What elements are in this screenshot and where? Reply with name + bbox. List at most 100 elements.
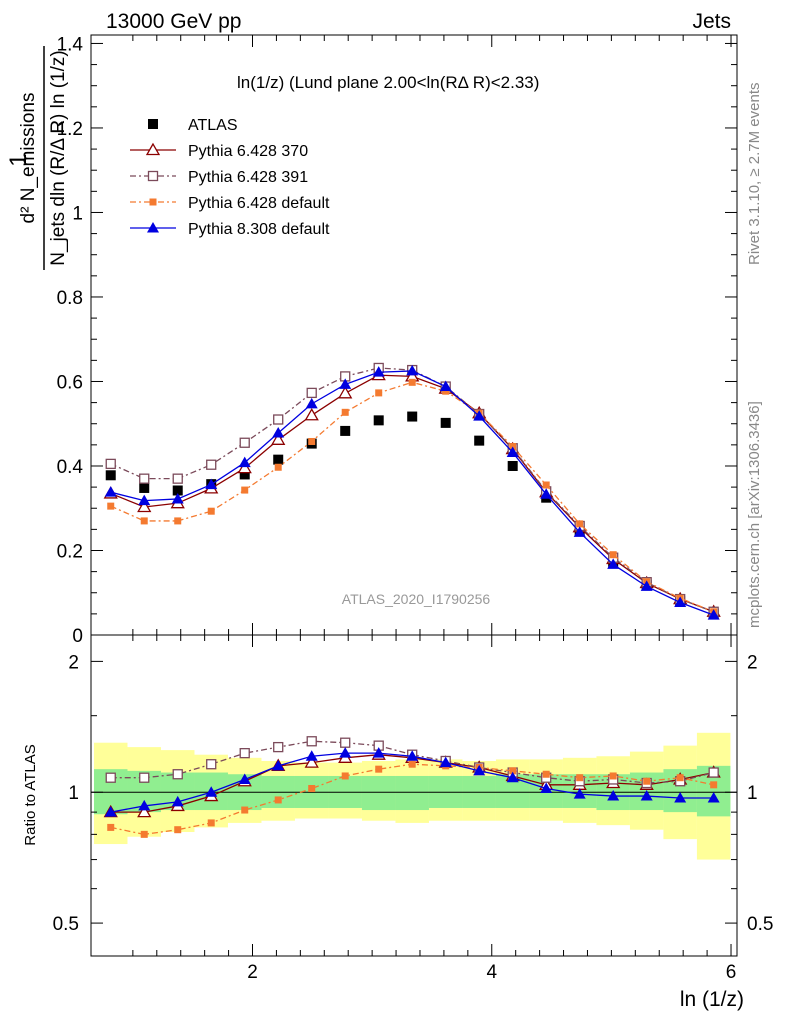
series-point — [375, 389, 383, 397]
ratio-point — [306, 736, 317, 747]
legend-item: Pythia 6.428 default — [130, 195, 330, 212]
series-point — [341, 408, 349, 416]
series-point — [707, 609, 720, 620]
ratio-point — [640, 790, 653, 801]
ratio-y-label: Ratio to ATLAS — [22, 744, 39, 845]
atlas-data-point — [474, 435, 485, 446]
legend-item: Pythia 8.308 default — [130, 221, 330, 238]
series-point — [107, 502, 115, 510]
ratio-pythia-8-308-default — [104, 747, 720, 817]
series-point — [272, 427, 285, 438]
legend-marker — [148, 119, 158, 129]
series-point — [174, 517, 182, 525]
ratio-point — [708, 767, 719, 778]
series-point — [607, 558, 620, 569]
main-y-tick-label: 1.2 — [57, 119, 83, 140]
main-y-tick-label: 0.2 — [57, 541, 83, 562]
main-y-tick-label: 1 — [72, 203, 83, 224]
series-point — [138, 494, 151, 506]
atlas-data-point — [507, 460, 518, 471]
legend-item: Pythia 6.428 370 — [130, 142, 308, 160]
ratio-point — [542, 770, 550, 778]
atlas-data-point — [373, 415, 384, 426]
legend-item: ATLAS — [148, 117, 238, 134]
series-point — [206, 459, 217, 470]
series-line — [110, 367, 714, 613]
ylabel-numerator: d² N_emissions — [18, 93, 39, 224]
series-atlas — [105, 411, 719, 619]
ratio-point — [643, 777, 651, 785]
series-point — [239, 437, 250, 448]
ratio-point — [473, 764, 486, 776]
header-left: 13000 GeV pp — [106, 10, 241, 33]
series-point — [442, 387, 450, 395]
x-tick-label: 2 — [247, 962, 258, 983]
ratio-point — [573, 788, 586, 799]
series-point — [237, 460, 252, 474]
atlas-data-point — [340, 425, 351, 436]
ratio-point — [273, 741, 284, 753]
analysis-id: ATLAS_2020_I1790256 — [342, 591, 491, 607]
series-point — [137, 499, 152, 513]
series-point — [305, 397, 318, 409]
main-title: ln(1/z) (Lund plane 2.00<ln(RΔ R)<2.33) — [237, 73, 539, 92]
ratio-point — [308, 784, 316, 792]
uncertainty-band-green — [361, 775, 396, 811]
legend: ATLAS Pythia 6.428 370 Pythia 6.428 391 Pyt… — [130, 117, 330, 238]
atlas-data-point — [172, 485, 183, 496]
ratio-point — [340, 737, 351, 748]
ratio-point — [540, 782, 553, 793]
ratio-point — [341, 772, 349, 780]
ratio-point — [105, 772, 116, 783]
series-point — [338, 385, 353, 399]
ratio-point — [238, 773, 251, 784]
ratio-y-tick-label-right: 0.5 — [747, 914, 773, 935]
legend-label: ATLAS — [188, 117, 238, 134]
ratio-point — [104, 806, 117, 817]
series-point — [408, 378, 416, 386]
series-point — [576, 520, 584, 528]
ratio-y-tick-label: 2 — [68, 652, 79, 673]
ratio-point — [439, 756, 452, 768]
ratio-point — [206, 759, 217, 770]
ratio-point — [138, 799, 151, 811]
header-right: Jets — [692, 10, 731, 33]
legend-marker — [147, 222, 159, 233]
series-point — [273, 414, 284, 425]
ratio-ticks: 0.5 1 2 0.5 1 2 2 4 6 — [53, 635, 773, 983]
series-point — [207, 507, 215, 515]
series-point — [139, 473, 150, 484]
ylabel-denominator: N_jets dln (R/Δ R) ln (1/z) — [48, 50, 69, 265]
ratio-y-tick-label-right: 2 — [747, 652, 758, 673]
series-point — [241, 486, 249, 494]
series-point — [205, 478, 218, 490]
atlas-data-point — [239, 469, 250, 480]
main-y-label: d² N_emissions N_jets dln (R/Δ R) ln (1/… — [18, 46, 69, 270]
ratio-point — [372, 747, 385, 758]
main-y-tick-label: 0.4 — [57, 457, 84, 478]
ratio-point — [506, 771, 519, 783]
main-y-tick-label: 0.6 — [57, 372, 83, 393]
ratio-y-tick-label-right: 1 — [747, 783, 758, 804]
ratio-point — [172, 769, 183, 780]
series-point — [304, 407, 319, 421]
legend-marker — [149, 198, 157, 206]
ratio-point — [140, 830, 148, 838]
series-point — [542, 481, 550, 489]
ratio-y-tick-label: 1 — [68, 783, 79, 804]
atlas-data-point — [273, 454, 284, 465]
series-point — [506, 446, 519, 457]
series-point — [306, 387, 317, 399]
ratio-point — [205, 786, 218, 797]
atlas-data-point — [105, 470, 116, 481]
main-y-tick-label: 1.4 — [57, 34, 84, 55]
ratio-point — [174, 826, 182, 834]
ratio-point — [239, 748, 250, 759]
series-point — [406, 364, 419, 376]
x-axis-label: ln (1/z) — [680, 988, 744, 1011]
series-point — [140, 517, 148, 525]
series-point — [172, 473, 183, 484]
series-point — [171, 492, 184, 504]
series-point — [674, 596, 687, 607]
series-line — [110, 374, 714, 613]
